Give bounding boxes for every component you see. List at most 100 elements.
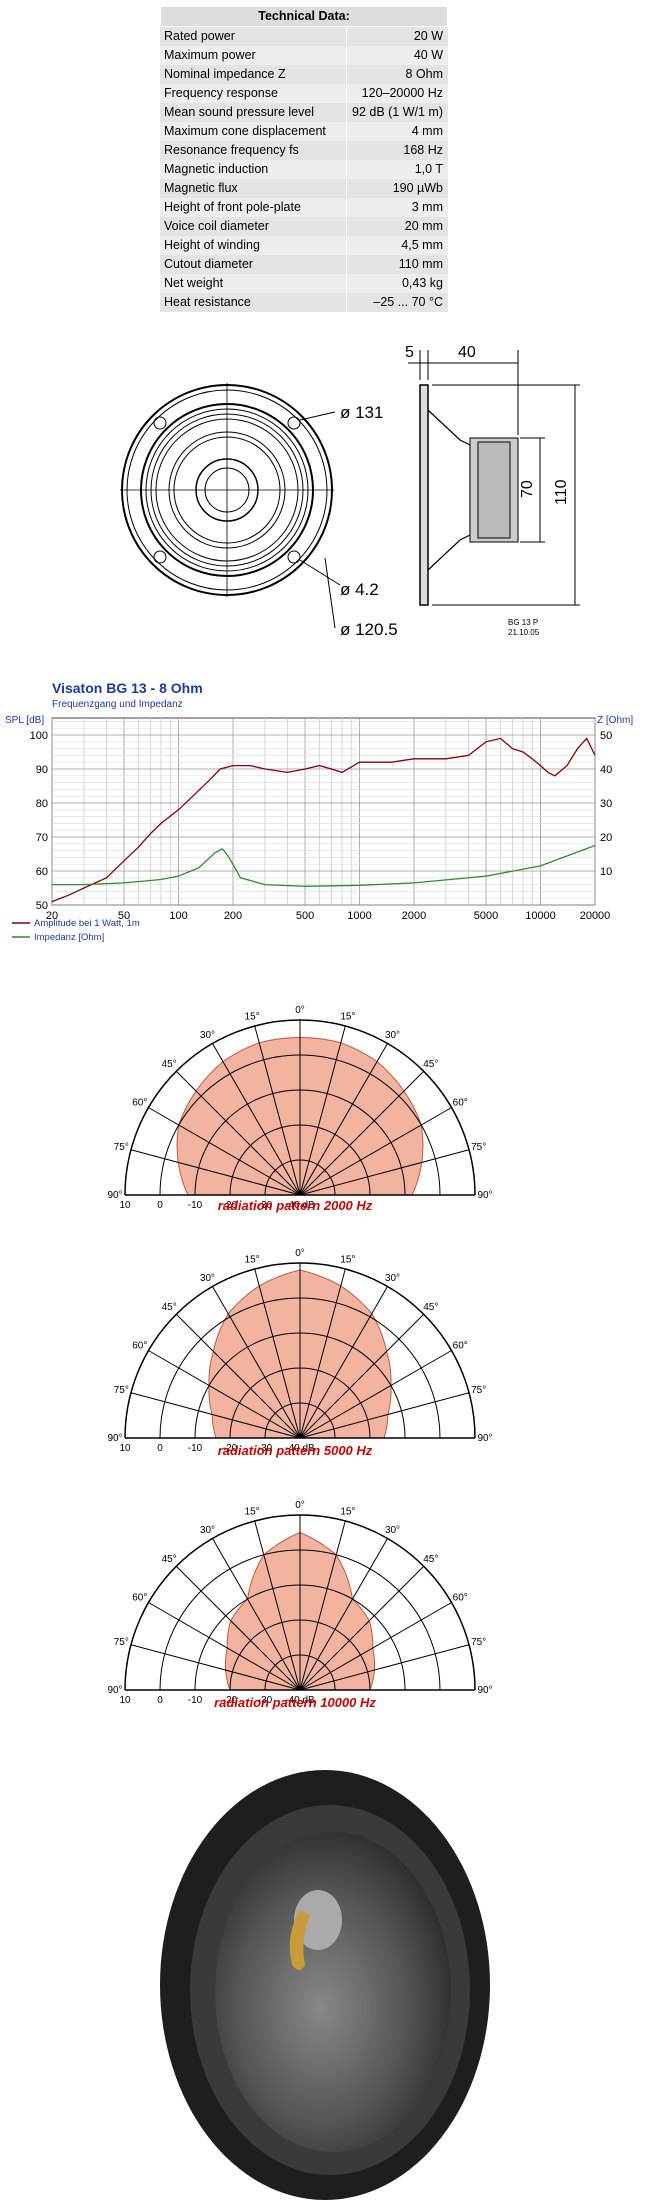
tech-row: Height of front pole-plate 3 mm	[160, 198, 448, 217]
x-tick-label: 500	[296, 910, 314, 922]
radiation-caption-5000: radiation pattern 5000 Hz	[217, 1443, 373, 1458]
tech-row: Frequency response 120–20000 Hz	[160, 84, 448, 103]
tech-key: Nominal impedance Z	[160, 65, 347, 84]
tech-value: 1,0 T	[414, 162, 443, 176]
radial-tick-label: 0	[157, 1695, 163, 1706]
angle-label: 60°	[453, 1098, 468, 1109]
radial-tick-label: 10	[119, 1695, 131, 1706]
angle-label: 60°	[453, 1341, 468, 1352]
cone-shape	[215, 1832, 451, 2152]
radial-tick-label: 10	[119, 1443, 131, 1454]
x-tick-label: 20	[46, 910, 58, 922]
x-tick-label: 100	[169, 910, 187, 922]
y2-tick-label: 40	[600, 764, 612, 776]
angle-label: 0°	[295, 1500, 305, 1511]
tech-key: Rated power	[160, 27, 347, 46]
tech-value: –25 ... 70 °C	[373, 295, 443, 309]
technical-data-rows: Rated power 20 W Maximum power 40 W Nominal …	[160, 27, 448, 312]
radial-tick-label: -40 dB	[285, 1200, 315, 1211]
drawing-stamp-2: 21.10.05	[508, 628, 540, 637]
angle-label: 90°	[477, 1190, 492, 1201]
angle-label: 30°	[200, 1273, 215, 1284]
dim-5-label: 5	[405, 344, 414, 361]
tech-row: Rated power 20 W	[160, 27, 448, 46]
frequency-response-chart: Visaton BG 13 - 8 Ohm Frequenzgang und I…	[5, 680, 633, 943]
tech-key: Maximum power	[160, 46, 347, 65]
tech-value: 168 Hz	[403, 143, 443, 157]
tech-key: Height of front pole-plate	[160, 198, 347, 217]
tech-row: Magnetic induction 1,0 T	[160, 160, 448, 179]
y-tick-label: 80	[36, 798, 48, 810]
angle-label: 60°	[132, 1098, 147, 1109]
dim-110-label: 110	[553, 479, 570, 505]
angle-label: 30°	[200, 1030, 215, 1041]
tech-key: Net weight	[160, 274, 347, 293]
angle-label: 15°	[245, 1011, 260, 1022]
y-tick-label: 90	[36, 764, 48, 776]
impedance-line	[52, 844, 596, 887]
radial-tick-label: -20	[223, 1200, 238, 1211]
angle-label: 90°	[477, 1685, 492, 1696]
radial-tick-label: -10	[188, 1695, 203, 1706]
y-tick-label: 60	[36, 866, 48, 878]
angle-label: 45°	[162, 1302, 177, 1313]
drawing-stamp-1: BG 13 P	[508, 618, 538, 627]
angle-label: 90°	[477, 1433, 492, 1444]
radial-tick-label: -20	[223, 1695, 238, 1706]
angle-label: 0°	[295, 1248, 305, 1259]
angle-label: 75°	[471, 1637, 486, 1648]
tech-row: Voice coil diameter 20 mm	[160, 217, 448, 236]
x-tick-label: 20000	[580, 910, 611, 922]
chart-grid	[51, 717, 596, 906]
dia-131-label: ø 131	[340, 403, 383, 422]
angle-label: 75°	[471, 1385, 486, 1396]
tech-row: Magnetic flux 190 µWb	[160, 179, 448, 198]
chart-subtitle: Frequenzgang und Impedanz	[52, 699, 183, 710]
radial-tick-label: -40 dB	[285, 1443, 315, 1454]
dim-40-label: 40	[458, 344, 476, 361]
radial-tick-label: 0	[157, 1200, 163, 1211]
tech-key: Maximum cone displacement	[160, 122, 347, 141]
angle-label: 0°	[295, 1005, 305, 1016]
legend-amplitude: Amplitude bei 1 Watt, 1m	[34, 918, 140, 929]
angle-label: 45°	[423, 1554, 438, 1565]
y-tick-label: 70	[36, 832, 48, 844]
angle-label: 90°	[107, 1685, 122, 1696]
chart-ticks: 20 50 100 200 500 1000 2000 5000 10000 2000050607…	[30, 730, 613, 922]
angle-label: 60°	[132, 1341, 147, 1352]
radiation-caption-10000: radiation pattern 10000 Hz	[214, 1695, 376, 1710]
x-tick-label: 1000	[347, 910, 371, 922]
angle-label: 30°	[385, 1030, 400, 1041]
voice-coil-lead-shape	[289, 1910, 310, 1970]
tech-row: Mean sound pressure level 92 dB (1 W/1 m)	[160, 103, 448, 122]
angle-label: 60°	[132, 1593, 147, 1604]
tech-key: Voice coil diameter	[160, 217, 347, 236]
chart-title: Visaton BG 13 - 8 Ohm	[52, 680, 203, 696]
tech-value: 0,43 kg	[401, 276, 443, 290]
tech-row: Cutout diameter 110 mm	[160, 255, 448, 274]
side-view	[408, 350, 580, 606]
technical-data-title: Technical Data:	[160, 6, 448, 27]
radial-tick-label: -10	[188, 1200, 203, 1211]
tech-row: Nominal impedance Z 8 Ohm	[160, 65, 448, 84]
angle-label: 15°	[340, 1506, 355, 1517]
angle-label: 90°	[107, 1190, 122, 1201]
tech-key: Resonance frequency fs	[160, 141, 347, 160]
angle-label: 15°	[245, 1506, 260, 1517]
angle-label: 90°	[107, 1433, 122, 1444]
tech-key: Height of winding	[160, 236, 347, 255]
tech-row: Net weight 0,43 kg	[160, 274, 448, 293]
radial-tick-label: -30	[258, 1443, 273, 1454]
radial-tick-label: -10	[188, 1443, 203, 1454]
radial-tick-label: -40 dB	[285, 1695, 315, 1706]
tech-value: 92 dB (1 W/1 m)	[352, 105, 443, 119]
tech-key: Magnetic induction	[160, 160, 347, 179]
y-tick-label: 100	[30, 730, 48, 742]
angle-label: 45°	[162, 1059, 177, 1070]
angle-label: 45°	[423, 1302, 438, 1313]
angle-label: 15°	[245, 1254, 260, 1265]
tech-row: Resonance frequency fs 168 Hz	[160, 141, 448, 160]
y2-axis-label: Z [Ohm]	[597, 715, 633, 726]
dust-cap-shape	[294, 1890, 342, 1950]
radiation-pattern-2000: 0°15° 15°30° 30°45° 45°60° 60°75° 75°90° 90°10…	[107, 1005, 492, 1211]
